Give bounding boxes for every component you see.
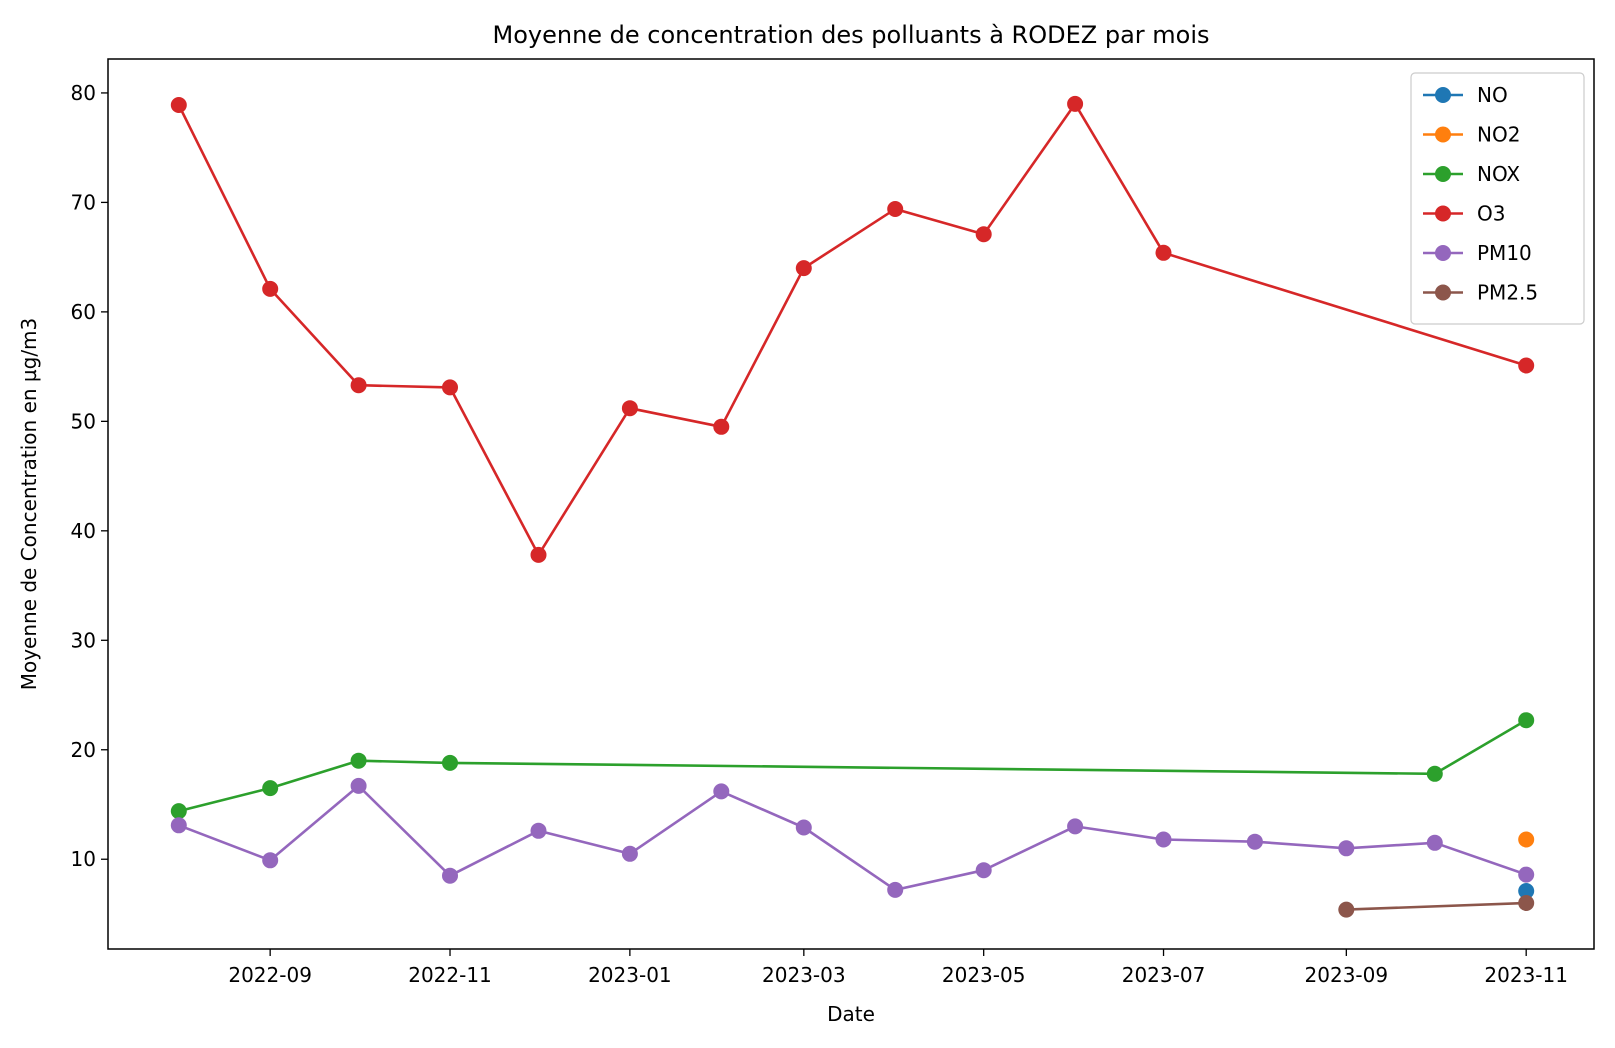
- x-tick-label: 2022-09: [228, 963, 312, 987]
- data-point-o3: [887, 201, 904, 217]
- x-tick-label: 2023-11: [1484, 963, 1568, 987]
- series-no2: [1518, 831, 1535, 848]
- data-point-pm10: [530, 822, 547, 839]
- data-point-no2: [1518, 831, 1535, 848]
- data-point-pm10: [1155, 831, 1172, 848]
- data-point-o3: [350, 377, 367, 394]
- data-point-o3: [1067, 95, 1084, 112]
- data-point-o3: [262, 280, 279, 297]
- data-point-pm10: [262, 852, 279, 869]
- legend-label: PM10: [1477, 241, 1532, 265]
- x-tick-label: 2023-01: [588, 963, 672, 987]
- x-tick-label: 2023-07: [1122, 963, 1206, 987]
- data-point-nox: [442, 754, 458, 771]
- series-o3: [170, 95, 1535, 563]
- series-no: [1518, 883, 1535, 899]
- legend-swatch-marker: [1435, 205, 1451, 222]
- data-point-nox: [1426, 765, 1443, 782]
- data-point-pm10: [713, 783, 730, 800]
- x-tick-label: 2023-05: [942, 963, 1026, 987]
- data-point-pm10: [1246, 833, 1263, 850]
- data-point-pm10: [442, 867, 458, 884]
- legend-item-no2: NO2: [1423, 123, 1520, 147]
- x-tick-label: 2023-03: [762, 963, 846, 987]
- legend-label: NOX: [1477, 162, 1520, 186]
- y-tick-label: 80: [71, 81, 96, 105]
- data-point-o3: [442, 379, 458, 396]
- series-pm25: [1338, 895, 1535, 918]
- plot-area: [170, 95, 1535, 918]
- data-point-o3: [621, 400, 638, 417]
- legend-swatch-marker: [1435, 245, 1451, 261]
- data-point-o3: [170, 97, 187, 113]
- data-point-o3: [530, 546, 547, 563]
- legend-label: NO2: [1477, 123, 1520, 147]
- y-tick-label: 70: [71, 190, 96, 214]
- data-point-nox: [350, 752, 367, 769]
- x-axis-title: Date: [827, 1002, 875, 1026]
- series-line-pm10: [178, 784, 1527, 892]
- data-point-pm10: [795, 819, 812, 836]
- data-point-no: [1518, 883, 1535, 899]
- legend-item-pm10: PM10: [1423, 241, 1532, 265]
- data-point-pm10: [1338, 840, 1355, 857]
- data-point-nox: [170, 803, 187, 820]
- legend-item-nox: NOX: [1423, 162, 1520, 186]
- legend-label: PM2.5: [1477, 281, 1538, 305]
- legend-item-no: NO: [1423, 83, 1508, 107]
- data-point-pm10: [621, 845, 638, 862]
- legend-swatch-marker: [1435, 87, 1451, 103]
- data-point-o3: [1155, 244, 1172, 261]
- series-pm10: [170, 777, 1535, 898]
- data-point-nox: [262, 780, 279, 797]
- series-line-pm25: [1346, 901, 1527, 911]
- legend-swatch-marker: [1435, 284, 1451, 301]
- data-point-pm10: [1067, 818, 1084, 835]
- plot-frame: [107, 58, 1595, 950]
- data-point-pm25: [1518, 895, 1535, 911]
- legend-item-pm25: PM2.5: [1423, 281, 1538, 305]
- data-point-pm10: [1518, 866, 1535, 883]
- x-tick-label: 2023-09: [1305, 963, 1389, 987]
- y-tick-label: 60: [71, 300, 96, 324]
- data-point-nox: [1518, 712, 1535, 729]
- y-tick-label: 30: [71, 628, 96, 652]
- y-tick-label: 20: [71, 738, 96, 762]
- chart-title: Moyenne de concentration des polluants à…: [493, 21, 1210, 49]
- data-point-o3: [1518, 357, 1535, 374]
- series-nox: [170, 712, 1535, 820]
- legend-label: NO: [1477, 83, 1508, 107]
- data-point-pm10: [887, 881, 904, 898]
- legend-swatch-marker: [1435, 126, 1451, 143]
- data-point-o3: [795, 260, 812, 277]
- data-point-o3: [975, 226, 992, 243]
- data-point-pm10: [975, 862, 992, 879]
- y-tick-label: 50: [71, 409, 96, 433]
- x-tick-label: 2022-11: [408, 963, 492, 987]
- legend-item-o3: O3: [1423, 202, 1505, 226]
- legend: NO NO2 NOX O3 PM10 PM2.5: [1410, 72, 1585, 325]
- data-point-pm25: [1338, 901, 1355, 918]
- y-axis: 10 20 30 40 50 60 70 80: [71, 81, 108, 871]
- y-tick-label: 10: [71, 847, 96, 871]
- data-point-o3: [713, 418, 730, 435]
- legend-label: O3: [1477, 202, 1505, 226]
- x-axis: 2022-09 2022-11 2023-01 2023-03 2023-05 2023-…: [228, 949, 1568, 987]
- legend-swatch-marker: [1435, 166, 1451, 182]
- data-point-pm10: [170, 817, 187, 834]
- y-axis-title: Moyenne de Concentration en µg/m3: [17, 318, 41, 691]
- data-point-pm10: [1426, 834, 1443, 851]
- data-point-pm10: [350, 777, 367, 794]
- y-tick-label: 40: [71, 519, 96, 543]
- series-line-nox: [178, 719, 1527, 813]
